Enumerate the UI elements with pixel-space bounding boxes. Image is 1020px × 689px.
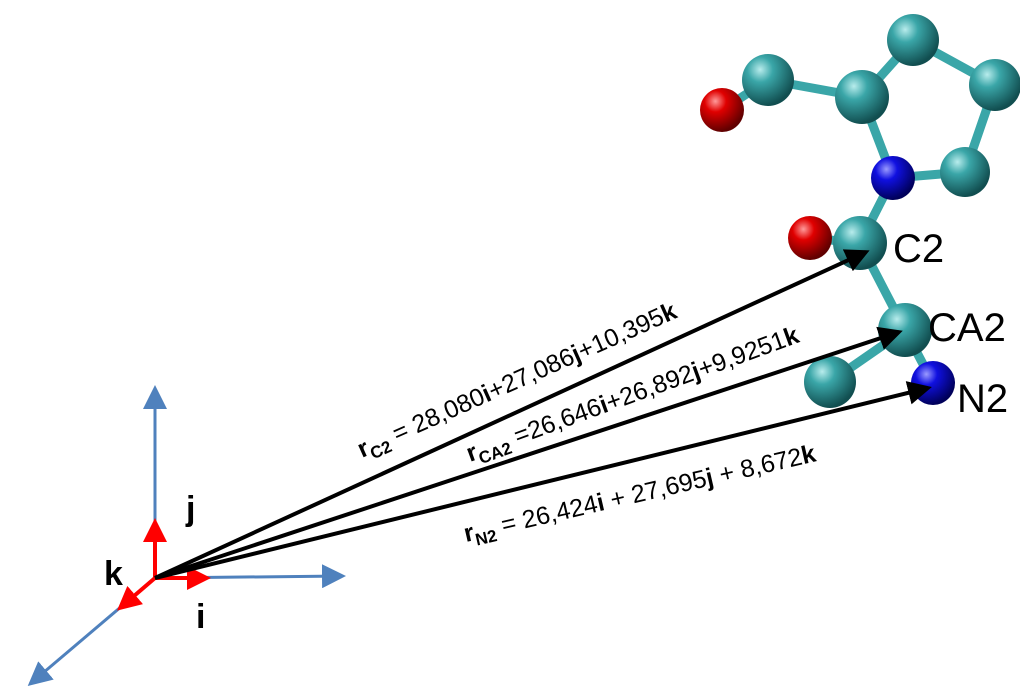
vector-label-part: =26,646 [504,393,606,453]
vector-label-part: + 27,695 [601,465,710,516]
vector-label: rN2 = 26,424i + 27,695j + 8,672k [461,439,819,551]
atom-label: N2 [957,377,1008,421]
vector-label-part: + 8,672 [710,443,805,491]
atom-label: CA2 [928,306,1006,350]
axis-label: j [185,490,195,528]
vector-label-part: +27,086 [484,343,579,406]
axis-label: i [196,598,205,636]
atom-label: C2 [893,227,944,271]
vector-label-part: = 26,424 [492,490,601,541]
axis-label: k [104,555,123,593]
vector-label-part: = 28,080 [382,382,489,450]
axes [30,388,343,684]
diagram: j k i C2 CA2 N2 rC2 = 28,080i+27,086j+10… [0,0,1020,689]
vector-label-part: +10,395 [574,303,669,366]
